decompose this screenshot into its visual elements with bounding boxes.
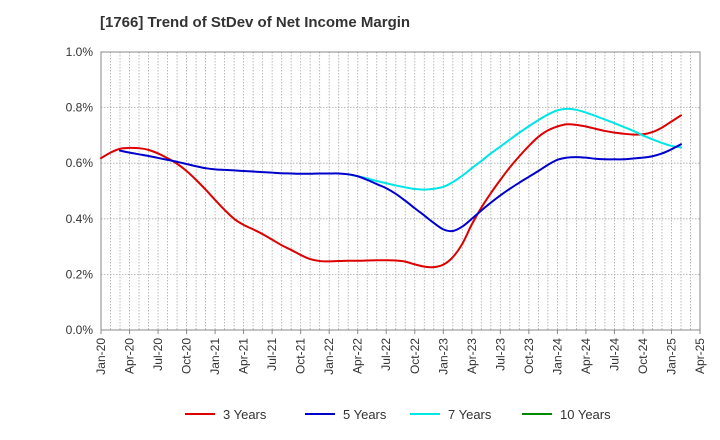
x-tick-label: Apr-23 xyxy=(465,338,479,374)
y-tick-label: 0.0% xyxy=(66,323,94,337)
x-tick-label: Jan-25 xyxy=(664,338,678,375)
y-tick-label: 0.4% xyxy=(66,212,94,226)
x-tick-label: Jul-24 xyxy=(607,338,621,371)
x-tick-label: Jan-22 xyxy=(322,338,336,375)
x-tick-label: Jul-20 xyxy=(151,338,165,371)
x-tick-label: Jan-24 xyxy=(550,338,564,375)
vertical-gridlines xyxy=(110,52,691,330)
x-tick-label: Jan-21 xyxy=(208,338,222,375)
x-tick-label: Apr-22 xyxy=(351,338,365,374)
x-tick-label: Apr-20 xyxy=(123,338,137,374)
x-tick-label: Jul-23 xyxy=(493,338,507,371)
x-tick-label: Apr-25 xyxy=(693,338,707,374)
plot-area xyxy=(101,52,700,330)
horizontal-gridlines xyxy=(101,107,700,275)
series-line-3-years xyxy=(100,114,682,269)
x-tick-label: Jan-23 xyxy=(436,338,450,375)
x-tick-label: Oct-23 xyxy=(522,338,536,374)
x-tick-label: Jul-22 xyxy=(379,338,393,371)
y-tick-label: 1.0% xyxy=(66,45,94,59)
series-line-5-years xyxy=(119,143,682,233)
x-tick-label: Oct-20 xyxy=(180,338,194,374)
x-tick-label: Jul-21 xyxy=(265,338,279,371)
legend-label-10-years: 10 Years xyxy=(560,407,611,422)
x-tick-label: Jan-20 xyxy=(94,338,108,375)
series-line-7-years xyxy=(347,107,682,191)
x-tick-label: Oct-24 xyxy=(636,338,650,374)
legend-label-5-years: 5 Years xyxy=(343,407,387,422)
legend-label-3-years: 3 Years xyxy=(223,407,267,422)
y-tick-label: 0.2% xyxy=(66,267,94,281)
y-tick-label: 0.6% xyxy=(66,156,94,170)
x-tick-label: Apr-21 xyxy=(237,338,251,374)
x-tick-label: Oct-22 xyxy=(408,338,422,374)
y-tick-label: 0.8% xyxy=(66,101,94,115)
plot-frame xyxy=(100,51,701,331)
legend-label-7-years: 7 Years xyxy=(448,407,492,422)
x-tick-label: Oct-21 xyxy=(294,338,308,374)
chart-title: [1766] Trend of StDev of Net Income Marg… xyxy=(100,14,411,31)
x-tick-label: Apr-24 xyxy=(579,338,593,374)
